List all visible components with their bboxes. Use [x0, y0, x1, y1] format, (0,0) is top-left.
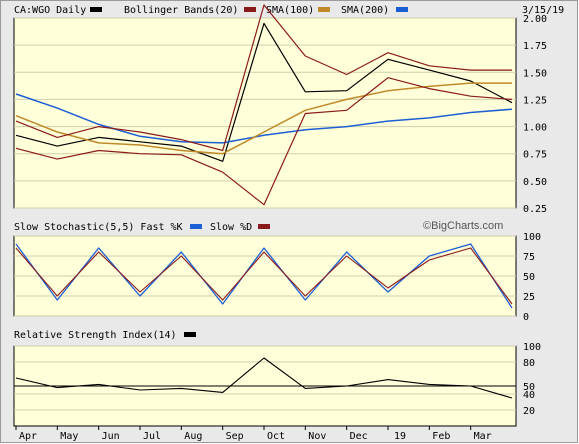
price-upper-bollinger-band-line — [15, 4, 512, 152]
rsi-y-tick: 20 — [523, 406, 535, 417]
stochastic-series — [15, 243, 513, 309]
legend-bollinger-label: Bollinger Bands(20) — [124, 5, 238, 16]
price-lower-bollinger-band-line — [15, 77, 513, 206]
price-series — [15, 4, 513, 206]
x-axis-months: Apr May Jun Jul Aug Sep Oct Nov Dec 19 Feb Mar — [15, 426, 492, 442]
rsi-rsi-line — [15, 357, 513, 399]
rsi-y-tick: 100 — [523, 342, 541, 353]
rsi-gridlines — [14, 345, 516, 411]
price-y-tick: 1.50 — [523, 68, 547, 79]
x-tick-label: Oct — [267, 431, 285, 442]
price-y-tick: 0.50 — [523, 177, 547, 188]
legend-sma100-label: SMA(100) — [266, 5, 314, 16]
x-tick-label: Nov — [308, 431, 326, 442]
rsi-series — [15, 357, 513, 399]
stochastic-y-tick: 100 — [523, 232, 541, 243]
rsi-title: Relative Strength Index(14) — [14, 330, 177, 341]
legend-bollinger-swatch — [244, 7, 256, 12]
ticker-legend-swatch — [90, 7, 102, 12]
stochastic-y-tick: 0 — [523, 312, 529, 323]
stochastic-y-axis: 100 75 50 25 0 — [523, 232, 541, 323]
x-tick-label: Jul — [143, 431, 161, 442]
price-y-tick: 1.75 — [523, 41, 547, 52]
stochastic-slow-d-line — [15, 247, 513, 305]
stochastic-title: Slow Stochastic(5,5) Fast %K — [14, 222, 183, 233]
rsi-y-tick: 40 — [523, 390, 535, 401]
rsi-y-tick: 80 — [523, 358, 535, 369]
x-tick-label: 19 — [394, 431, 406, 442]
chart-date: 3/15/19 — [522, 5, 564, 16]
x-tick-label: Aug — [184, 431, 202, 442]
price-y-tick: 1.00 — [523, 123, 547, 134]
price-y-tick: 2.00 — [523, 14, 547, 25]
rsi-y-tick: 50 — [523, 382, 535, 393]
legend-sma200-label: SMA(200) — [341, 5, 389, 16]
price-price-line — [15, 22, 513, 162]
price-sma-200-line — [15, 93, 513, 144]
stochastic-gridlines — [14, 235, 516, 317]
x-tick-label: Dec — [350, 431, 368, 442]
stochastic-y-tick: 75 — [523, 252, 535, 263]
legend-sma100-swatch — [318, 7, 330, 12]
price-sma-100-line — [15, 82, 512, 155]
price-y-axis: 2.00 1.75 1.50 1.25 1.00 0.75 0.50 0.25 — [523, 14, 547, 215]
x-tick-label: Feb — [432, 431, 450, 442]
stochastic-fast-k-line — [15, 243, 513, 309]
x-tick-label: Mar — [474, 431, 492, 442]
legend-sma200-swatch — [396, 7, 408, 12]
x-tick-label: Apr — [19, 431, 37, 442]
rsi-swatch — [184, 332, 196, 337]
price-y-tick: 1.25 — [523, 95, 547, 106]
price-y-tick: 0.25 — [523, 204, 547, 215]
stochastic-y-tick: 50 — [523, 272, 535, 283]
x-tick-label: May — [60, 431, 78, 442]
slow-d-swatch — [258, 224, 270, 229]
fast-k-swatch — [190, 224, 202, 229]
x-tick-label: Jun — [102, 431, 120, 442]
ticker-label: CA:WGO Daily — [14, 5, 86, 16]
x-tick-label: Sep — [226, 431, 244, 442]
stochastic-y-tick: 25 — [523, 292, 535, 303]
price-y-tick: 0.75 — [523, 150, 547, 161]
price-panel — [13, 17, 517, 209]
slow-d-label: Slow %D — [210, 222, 252, 233]
watermark: ©BigCharts.com — [423, 220, 503, 232]
